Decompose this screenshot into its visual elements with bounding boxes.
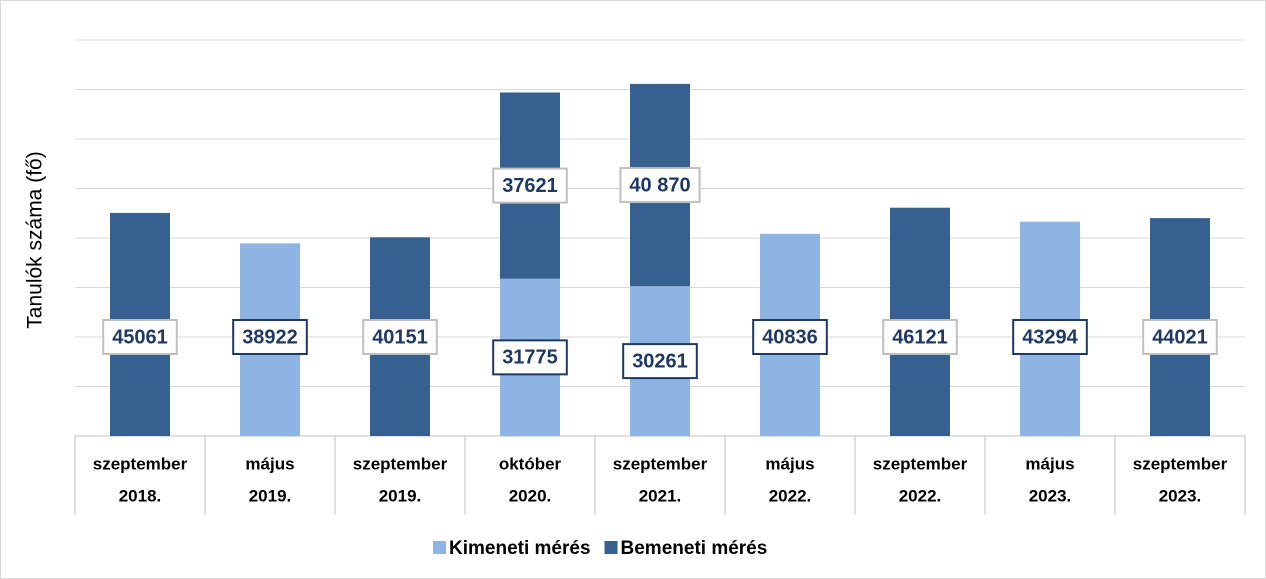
legend-label: Kimeneti mérés: [449, 538, 591, 559]
data-label: 40836: [752, 319, 828, 355]
data-label: 46121: [882, 319, 958, 355]
x-tick-label: október: [499, 454, 562, 473]
x-tick-label: szeptember: [353, 454, 448, 473]
data-label: 37621: [492, 167, 568, 204]
data-label-box: [492, 167, 568, 204]
x-tick-label: 2022.: [769, 486, 812, 505]
data-label: 31775: [492, 339, 568, 376]
data-label-box: [619, 167, 701, 204]
data-label-box: [622, 343, 698, 380]
data-label: 38922: [232, 319, 308, 355]
x-tick-label: szeptember: [873, 454, 968, 473]
data-label-text: 43294: [1022, 326, 1078, 348]
x-tick-label: 2020.: [509, 486, 552, 505]
data-label-box: [102, 319, 178, 355]
data-label-box: [492, 339, 568, 376]
x-tick-label: 2019.: [379, 486, 422, 505]
data-label-text: 46121: [892, 326, 948, 348]
data-label-text: 31775: [502, 347, 558, 369]
data-label-text: 40 870: [629, 174, 690, 196]
data-label: 40 870: [619, 167, 701, 204]
data-label-text: 37621: [502, 175, 558, 197]
data-label-box: [752, 319, 828, 355]
data-label-box: [362, 319, 438, 355]
x-tick-label: 2018.: [119, 486, 162, 505]
x-tick-label: május: [1025, 454, 1074, 473]
data-label-text: 44021: [1152, 326, 1208, 348]
x-tick-label: 2023.: [1029, 486, 1072, 505]
x-tick-label: szeptember: [93, 454, 188, 473]
data-label: 45061: [102, 319, 178, 355]
data-label-text: 40151: [372, 326, 428, 348]
data-label: 40151: [362, 319, 438, 355]
data-label-box: [1142, 319, 1218, 355]
data-label: 43294: [1012, 319, 1088, 355]
x-tick-label: 2021.: [639, 486, 682, 505]
x-tick-label: május: [765, 454, 814, 473]
x-tick-label: szeptember: [613, 454, 708, 473]
legend-swatch: [604, 541, 618, 554]
data-label-text: 45061: [112, 326, 168, 348]
data-label-box: [882, 319, 958, 355]
data-label-box: [232, 319, 308, 355]
legend-label: Bemeneti mérés: [621, 538, 768, 559]
data-label-box: [1012, 319, 1088, 355]
data-label-text: 30261: [632, 350, 688, 372]
y-axis-label: Tanulók száma (fő): [24, 151, 47, 328]
data-label: 30261: [622, 343, 698, 380]
legend-swatch: [433, 541, 446, 554]
x-tick-label: május: [245, 454, 294, 473]
x-tick-label: 2019.: [249, 486, 292, 505]
data-label-text: 38922: [242, 326, 298, 348]
x-tick-label: 2022.: [899, 486, 942, 505]
legend: Kimeneti mérés Bemeneti mérés: [433, 538, 767, 559]
x-tick-label: szeptember: [1133, 454, 1228, 473]
data-label: 44021: [1142, 319, 1218, 355]
x-tick-label: 2023.: [1159, 486, 1202, 505]
data-label-text: 40836: [762, 326, 818, 348]
